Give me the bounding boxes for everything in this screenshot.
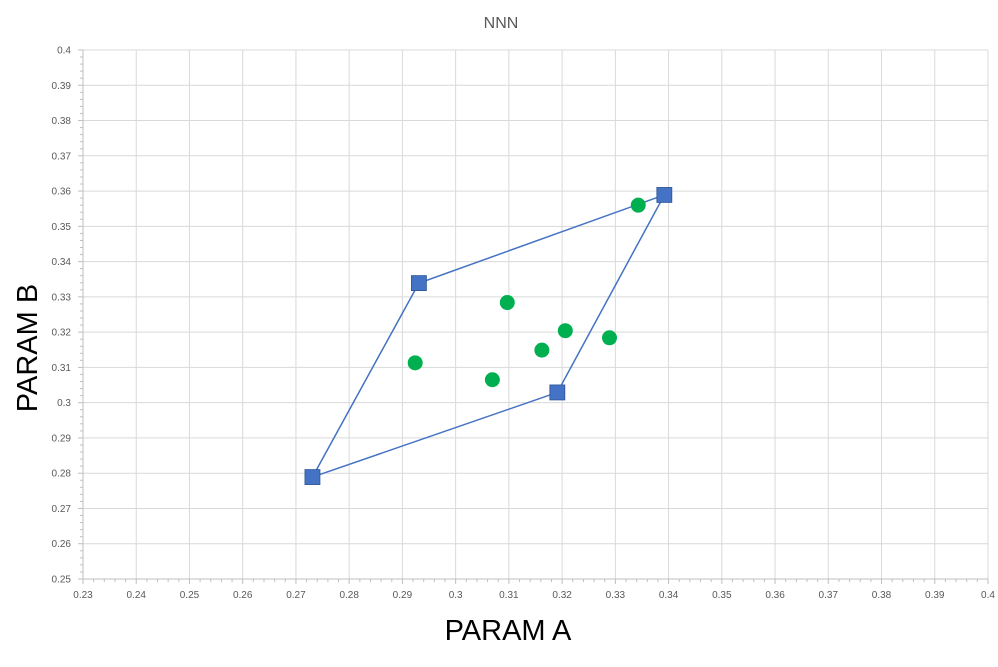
- y-tick-label: 0.27: [52, 504, 72, 515]
- x-tick-label: 0.33: [606, 590, 626, 601]
- y-tick-label: 0.4: [57, 46, 71, 57]
- square-point: [549, 384, 566, 401]
- x-tick-label: 0.38: [872, 590, 892, 601]
- square-point: [304, 469, 321, 485]
- y-tick-label: 0.33: [52, 292, 72, 303]
- x-tick-labels: 0.23 0.24 0.25 0.26 0.27 0.28 0.29 0.3 0.31 0.32 0…: [73, 590, 995, 601]
- y-tick-label: 0.31: [52, 363, 72, 374]
- axes: [78, 49, 989, 584]
- x-tick-label: 0.27: [286, 590, 306, 601]
- y-tick-label: 0.38: [52, 116, 72, 127]
- x-tick-label: 0.23: [73, 590, 93, 601]
- x-tick-label: 0.24: [127, 590, 147, 601]
- x-tick-label: 0.34: [659, 590, 679, 601]
- x-axis-label: PARAM A: [445, 615, 572, 647]
- y-tick-label: 0.32: [52, 328, 72, 339]
- y-tick-labels: 0.25 0.26 0.27 0.28 0.29 0.3 0.31 0.32 0.33 0.34 0…: [52, 46, 72, 586]
- circle-point: [534, 342, 550, 358]
- x-tick-label: 0.29: [393, 590, 413, 601]
- x-tick-label: 0.37: [819, 590, 839, 601]
- x-tick-label: 0.32: [552, 590, 572, 601]
- y-tick-label: 0.26: [52, 539, 72, 550]
- x-tick-label: 0.25: [180, 590, 200, 601]
- x-tick-label: 0.4: [981, 590, 995, 601]
- circle-point: [407, 355, 423, 371]
- circle-point: [557, 323, 573, 339]
- y-tick-label: 0.28: [52, 469, 72, 480]
- x-tick-label: 0.28: [339, 590, 359, 601]
- y-tick-label: 0.35: [52, 222, 72, 233]
- x-tick-label: 0.3: [449, 590, 463, 601]
- circle-point: [601, 330, 617, 346]
- circle-point: [499, 295, 515, 311]
- y-tick-label: 0.3: [57, 398, 71, 409]
- y-tick-label: 0.25: [52, 575, 72, 586]
- circle-point: [630, 197, 646, 213]
- y-axis-label: PARAM B: [12, 284, 44, 412]
- x-tick-label: 0.36: [765, 590, 785, 601]
- chart-title: NNN: [484, 15, 519, 32]
- gridlines: [83, 49, 989, 579]
- x-tick-label: 0.39: [925, 590, 945, 601]
- square-point: [411, 275, 427, 292]
- y-tick-label: 0.37: [52, 151, 72, 162]
- y-tick-label: 0.39: [52, 81, 72, 92]
- square-point: [656, 187, 673, 203]
- x-tick-label: 0.35: [712, 590, 732, 601]
- y-tick-label: 0.34: [52, 257, 72, 268]
- y-tick-label: 0.36: [52, 187, 72, 198]
- series: [304, 187, 673, 485]
- x-tick-label: 0.26: [233, 590, 253, 601]
- x-tick-label: 0.31: [499, 590, 519, 601]
- circle-point: [484, 372, 500, 388]
- y-tick-label: 0.29: [52, 433, 72, 444]
